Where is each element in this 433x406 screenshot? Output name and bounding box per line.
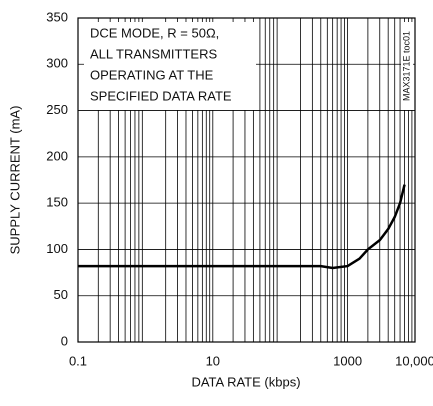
x-tick-label: 10 [206, 353, 220, 368]
side-label: MAX3171E toc01 [401, 31, 411, 101]
y-axis-title: SUPPLY CURRENT (mA) [7, 106, 22, 255]
y-tick-label: 100 [46, 241, 68, 256]
y-tick-label: 200 [46, 148, 68, 163]
plot-frame [77, 17, 416, 343]
y-tick-label: 350 [46, 9, 68, 24]
side-label-box [401, 22, 413, 110]
y-tick-label: 150 [46, 195, 68, 210]
annotation: DCE MODE, R = 50Ω, [90, 25, 219, 40]
x-tick-label: 0.1 [69, 353, 87, 368]
annotation: OPERATING AT THE [90, 67, 214, 82]
x-axis-title: DATA RATE (kbps) [191, 374, 300, 389]
y-tick-label: 50 [54, 287, 68, 302]
annotation: SPECIFIED DATA RATE [90, 88, 232, 103]
x-tick-label: 10,000 [395, 353, 433, 368]
x-tick-label: 1000 [333, 353, 362, 368]
y-tick-label: 0 [61, 333, 68, 348]
y-tick-label: 300 [46, 56, 68, 71]
annotation: ALL TRANSMITTERS [90, 46, 217, 61]
line [78, 184, 406, 270]
y-tick-label: 250 [46, 102, 68, 117]
annotation-box [84, 22, 256, 110]
